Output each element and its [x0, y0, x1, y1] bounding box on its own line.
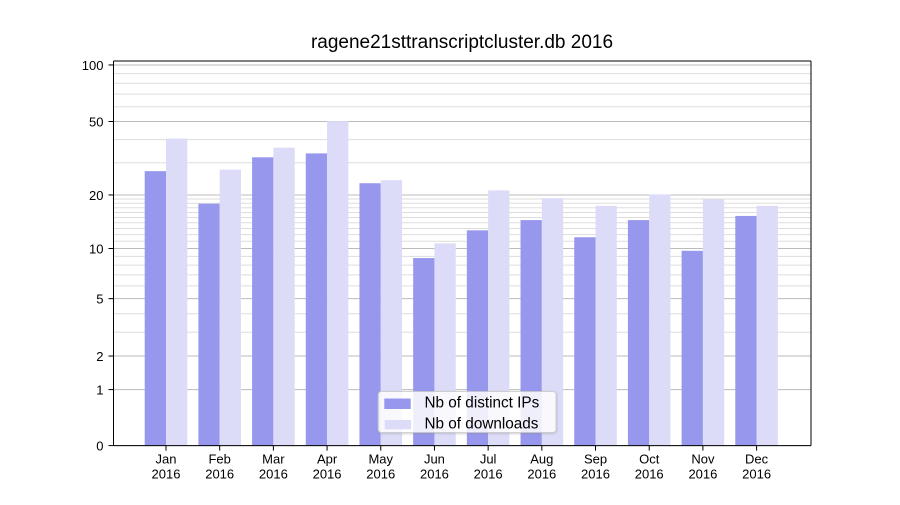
svg-text:Aug: Aug	[530, 452, 553, 467]
svg-text:Oct: Oct	[639, 452, 660, 467]
svg-text:Nb of downloads: Nb of downloads	[425, 416, 539, 433]
svg-text:2016: 2016	[420, 467, 449, 482]
svg-text:2016: 2016	[366, 467, 395, 482]
svg-text:2016: 2016	[635, 467, 664, 482]
svg-text:May: May	[368, 452, 393, 467]
svg-text:1: 1	[96, 383, 103, 398]
svg-text:2016: 2016	[152, 467, 181, 482]
svg-text:2016: 2016	[742, 467, 771, 482]
svg-text:ragene21sttranscriptcluster.db: ragene21sttranscriptcluster.db 2016	[311, 32, 613, 53]
svg-text:2: 2	[96, 349, 103, 364]
svg-text:Feb: Feb	[208, 452, 230, 467]
svg-text:Nov: Nov	[691, 452, 715, 467]
svg-text:2016: 2016	[205, 467, 234, 482]
svg-text:10: 10	[89, 241, 103, 256]
svg-text:Jun: Jun	[424, 452, 445, 467]
svg-text:50: 50	[89, 115, 103, 130]
svg-text:Nb of distinct IPs: Nb of distinct IPs	[425, 394, 540, 411]
svg-text:20: 20	[89, 188, 103, 203]
svg-text:Jul: Jul	[480, 452, 497, 467]
svg-text:2016: 2016	[527, 467, 556, 482]
svg-text:Sep: Sep	[584, 452, 607, 467]
svg-text:0: 0	[96, 439, 103, 454]
svg-text:2016: 2016	[313, 467, 342, 482]
svg-text:Jan: Jan	[156, 452, 177, 467]
svg-text:Mar: Mar	[262, 452, 285, 467]
svg-text:Dec: Dec	[745, 452, 769, 467]
svg-text:2016: 2016	[688, 467, 717, 482]
svg-text:5: 5	[96, 292, 103, 307]
svg-text:Apr: Apr	[317, 452, 338, 467]
svg-text:2016: 2016	[581, 467, 610, 482]
svg-text:2016: 2016	[474, 467, 503, 482]
svg-text:100: 100	[82, 58, 104, 73]
svg-text:2016: 2016	[259, 467, 288, 482]
